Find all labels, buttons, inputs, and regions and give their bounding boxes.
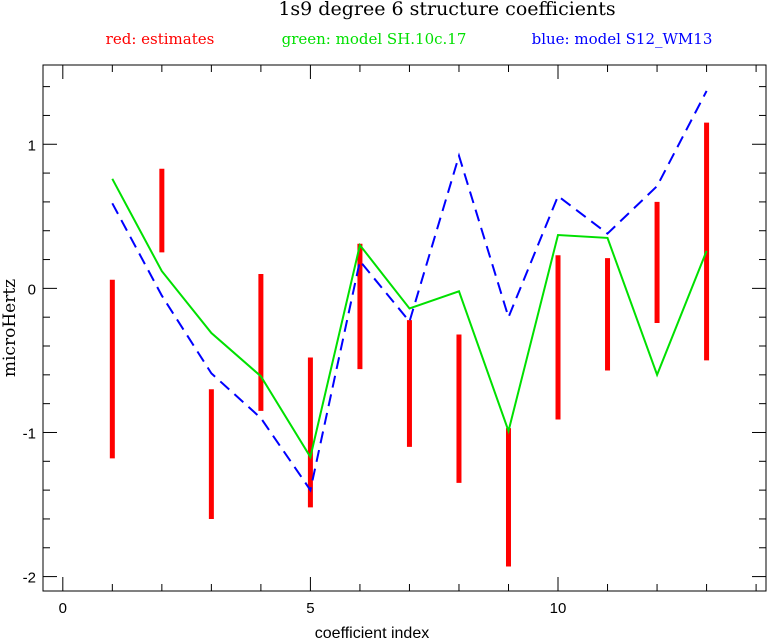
- estimate-bars: [109, 122, 710, 567]
- y-tick-label: -2: [23, 570, 36, 587]
- legend-model-sh10c17: green: model SH.10c.17: [282, 30, 467, 48]
- legend-estimates: red: estimates: [106, 30, 215, 48]
- series-line-sh10c17: [111, 178, 708, 460]
- x-tick-label: 5: [306, 600, 314, 617]
- y-tick-label: -1: [23, 425, 36, 442]
- model-lines: [111, 90, 708, 493]
- y-tick-label: 1: [28, 137, 36, 154]
- x-tick-label: 0: [59, 600, 67, 617]
- x-axis-label: coefficient index: [315, 625, 429, 641]
- series-line-s12wm13: [111, 90, 708, 493]
- y-tick-label: 0: [28, 281, 36, 298]
- y-axis-label: microHertz: [0, 279, 20, 377]
- x-axis-ticks: 0 5 10: [59, 65, 757, 617]
- legend-model-s12wm13: blue: model S12_WM13: [532, 30, 713, 48]
- x-tick-label: 10: [550, 600, 567, 617]
- chart-title: 1s9 degree 6 structure coefficients: [278, 0, 615, 20]
- plot-frame: [42, 64, 767, 592]
- y-axis-ticks: -2 -1 0 1: [23, 86, 766, 587]
